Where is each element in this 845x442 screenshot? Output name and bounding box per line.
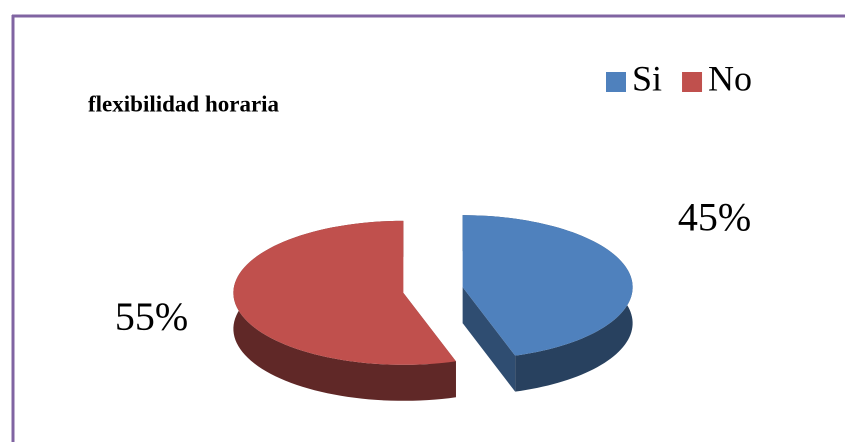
slice-edge bbox=[462, 287, 516, 392]
legend-swatch bbox=[606, 72, 626, 92]
pie-slice bbox=[462, 215, 633, 392]
slice-top bbox=[233, 220, 456, 365]
value-label: 55% bbox=[115, 294, 188, 339]
legend-label: Si bbox=[632, 58, 662, 98]
pie-slice bbox=[233, 220, 456, 401]
slice-top bbox=[462, 215, 633, 356]
chart-title: flexibilidad horaria bbox=[88, 91, 280, 116]
legend-label: No bbox=[708, 58, 752, 98]
value-label: 45% bbox=[678, 194, 751, 239]
legend-swatch bbox=[682, 72, 703, 92]
